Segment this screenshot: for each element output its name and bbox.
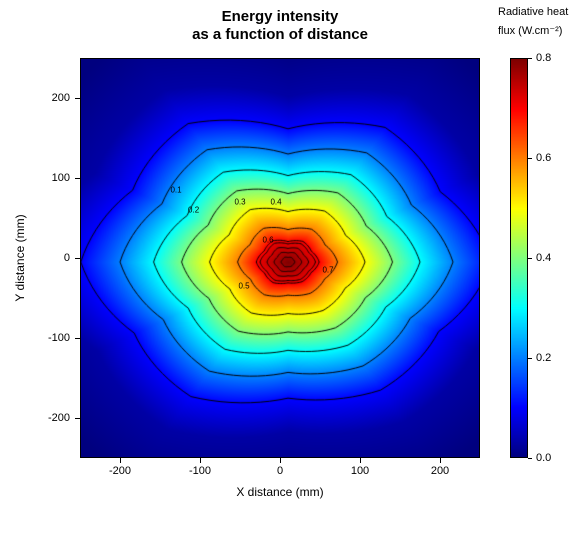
y-tick	[75, 258, 80, 259]
x-tick-label: 100	[351, 465, 369, 477]
x-tick	[440, 458, 441, 463]
chart-title-line2: as a function of distance	[80, 26, 480, 43]
colorbar-tick-label: 0.2	[536, 352, 551, 364]
y-axis-label: Y distance (mm)	[13, 214, 27, 301]
colorbar-tick	[528, 158, 532, 159]
colorbar-tick-label: 0.0	[536, 452, 551, 464]
x-tick-label: -200	[109, 465, 131, 477]
x-axis-label: X distance (mm)	[80, 485, 480, 499]
x-tick-label: 0	[277, 465, 283, 477]
colorbar-tick	[528, 358, 532, 359]
heatmap-plot: 0.10.20.30.40.50.60.7	[80, 58, 480, 458]
chart-title-line1: Energy intensity	[80, 8, 480, 25]
y-tick	[75, 178, 80, 179]
colorbar-tick	[528, 58, 532, 59]
y-tick-label: 0	[64, 252, 70, 264]
colorbar-tick-label: 0.6	[536, 152, 551, 164]
x-tick	[360, 458, 361, 463]
y-tick	[75, 338, 80, 339]
x-tick-label: 200	[431, 465, 449, 477]
y-tick-label: -200	[48, 412, 70, 424]
x-tick	[120, 458, 121, 463]
x-tick-label: -100	[189, 465, 211, 477]
contour-canvas	[80, 58, 480, 458]
y-tick-label: 100	[52, 172, 70, 184]
y-tick-label: 200	[52, 92, 70, 104]
colorbar-title-line2: flux (W.cm⁻²)	[498, 24, 562, 37]
x-tick	[200, 458, 201, 463]
y-tick	[75, 98, 80, 99]
colorbar-canvas	[511, 59, 527, 457]
colorbar-tick-label: 0.8	[536, 52, 551, 64]
y-tick	[75, 418, 80, 419]
colorbar-tick-label: 0.4	[536, 252, 551, 264]
colorbar-title-line1: Radiative heat	[498, 6, 568, 18]
colorbar-tick	[528, 458, 532, 459]
colorbar-tick	[528, 258, 532, 259]
x-tick	[280, 458, 281, 463]
colorbar	[510, 58, 528, 458]
y-tick-label: -100	[48, 332, 70, 344]
